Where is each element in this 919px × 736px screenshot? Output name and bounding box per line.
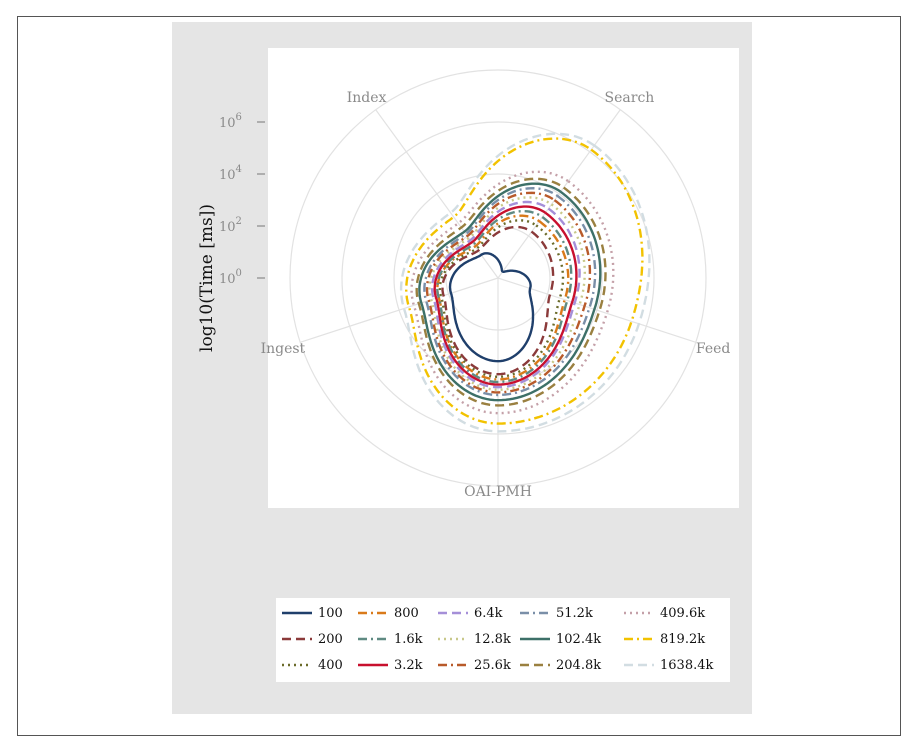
legend: 100 200 400 800 1.6k 3.2k 6.4k 12.8k 25.6k 51.2k 1… [276,598,730,682]
legend-label: 25.6k [474,657,511,673]
spoke-line [497,109,621,279]
series-line [441,225,555,376]
legend-label: 409.6k [660,605,706,621]
legend-swatch [438,637,468,641]
legend-label: 1.6k [394,631,423,647]
legend-label: 102.4k [556,631,602,647]
series-line [418,182,602,402]
legend-swatch [438,611,468,615]
legend-item: 819.2k [622,628,705,650]
series-line [448,252,535,363]
axis-label: Search [605,90,655,106]
legend-swatch [358,611,388,615]
legend-item: 12.8k [436,628,511,650]
series-lines [399,132,651,433]
axis-label: Feed [696,341,731,357]
tick-label: 100 [219,268,242,287]
series-line [425,191,592,394]
legend-swatch [520,637,550,641]
legend-label: 204.8k [556,657,602,673]
legend-swatch [358,663,388,667]
legend-item: 6.4k [436,602,503,624]
legend-label: 100 [318,605,343,621]
spoke-line [299,277,499,343]
legend-label: 800 [394,605,419,621]
legend-label: 3.2k [394,657,423,673]
legend-item: 100 [280,602,343,624]
legend-label: 51.2k [556,605,593,621]
series-line [399,132,651,433]
legend-item: 204.8k [518,654,601,676]
legend-label: 6.4k [474,605,503,621]
series-line [428,196,586,391]
legend-item: 409.6k [622,602,705,624]
legend-label: 819.2k [660,631,706,647]
legend-item: 200 [280,628,343,650]
tick-label: 104 [219,164,242,183]
tick-label: 106 [219,112,242,131]
tick-label: 102 [219,216,242,235]
axis-label: Ingest [261,341,306,357]
legend-label: 12.8k [474,631,511,647]
legend-swatch [282,637,312,641]
radial-axis-title: log10(Time [ms]) [197,204,217,352]
plot-area [268,48,739,508]
legend-label: 200 [318,631,343,647]
radial-ticks: 100 102 104 106 [219,112,265,287]
series-line [430,200,581,389]
legend-label: 400 [318,657,343,673]
axis-label: Index [347,90,387,106]
legend-item: 51.2k [518,602,593,624]
series-line [433,205,578,386]
legend-item: 1.6k [356,628,423,650]
legend-item: 1638.4k [622,654,713,676]
series-line [438,219,565,378]
legend-swatch [282,663,312,667]
legend-item: 25.6k [436,654,511,676]
legend-swatch [624,637,654,641]
legend-swatch [282,611,312,615]
legend-swatch [624,611,654,615]
series-line [415,177,607,407]
legend-swatch [438,663,468,667]
legend-item: 800 [356,602,419,624]
legend-swatch [520,611,550,615]
series-line [410,170,615,415]
axis-label: OAI-PMH [464,484,532,500]
legend-swatch [520,663,550,667]
series-line [436,209,573,384]
legend-item: 102.4k [518,628,601,650]
legend-item: 3.2k [356,654,423,676]
legend-item: 400 [280,654,343,676]
axis-labels: Search Feed OAI-PMH Ingest Index [261,90,731,500]
legend-swatch [358,637,388,641]
series-line [405,137,644,425]
legend-swatch [624,663,654,667]
legend-label: 1638.4k [660,657,714,673]
